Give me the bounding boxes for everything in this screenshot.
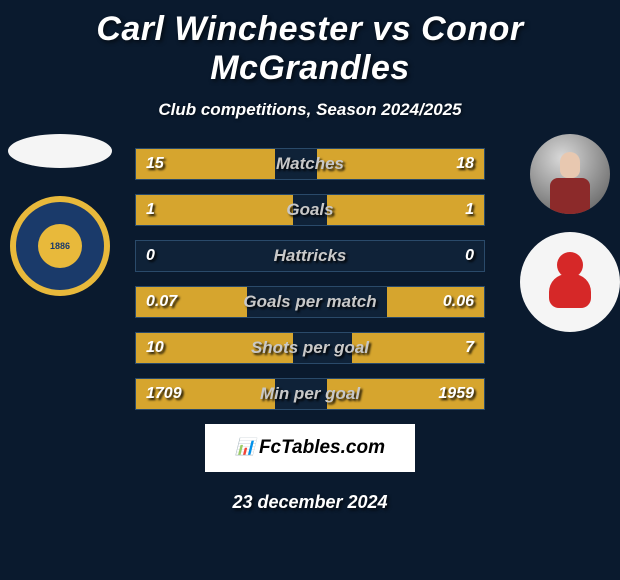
club-badge-right-imp-icon xyxy=(545,252,595,312)
stat-label: Shots per goal xyxy=(251,338,369,358)
page-title: Carl Winchester vs Conor McGrandles xyxy=(0,0,620,88)
stat-bar-right-fill xyxy=(327,195,484,225)
stats-bars: Matches 15 18 Goals 1 1 Hattricks 0 0 Goals per m… xyxy=(135,148,485,410)
player-left-column: 1886 xyxy=(8,134,112,296)
stat-row: Shots per goal 10 7 xyxy=(135,332,485,364)
branding-badge: 📊 FcTables.com xyxy=(205,424,415,472)
comparison-content: 1886 Matches 15 18 Goals 1 1 Hattricks 0 0 Goals … xyxy=(0,148,620,513)
stat-label: Matches xyxy=(276,154,344,174)
club-badge-left-inner: 1886 xyxy=(38,224,82,268)
player-right-column xyxy=(520,134,620,332)
stat-value-right: 18 xyxy=(456,155,474,173)
club-badge-right xyxy=(520,232,620,332)
subtitle: Club competitions, Season 2024/2025 xyxy=(0,100,620,120)
stat-value-left: 10 xyxy=(146,339,164,357)
stat-value-right: 1 xyxy=(465,201,474,219)
branding-text: FcTables.com xyxy=(259,437,385,459)
stat-value-left: 15 xyxy=(146,155,164,173)
chart-icon: 📊 xyxy=(235,437,255,457)
stat-value-right: 1959 xyxy=(438,385,474,403)
stat-row: Min per goal 1709 1959 xyxy=(135,378,485,410)
stat-row: Goals 1 1 xyxy=(135,194,485,226)
stat-value-left: 1 xyxy=(146,201,155,219)
stat-row: Goals per match 0.07 0.06 xyxy=(135,286,485,318)
stat-value-right: 7 xyxy=(465,339,474,357)
stat-value-left: 0.07 xyxy=(146,293,177,311)
stat-bar-left-fill xyxy=(136,195,293,225)
stat-label: Min per goal xyxy=(260,384,360,404)
stat-label: Goals xyxy=(286,200,333,220)
stat-value-left: 0 xyxy=(146,247,155,265)
stat-value-right: 0.06 xyxy=(443,293,474,311)
stat-label: Hattricks xyxy=(274,246,347,266)
stat-row: Hattricks 0 0 xyxy=(135,240,485,272)
stat-label: Goals per match xyxy=(243,292,376,312)
stat-value-right: 0 xyxy=(465,247,474,265)
date-label: 23 december 2024 xyxy=(0,492,620,513)
stat-value-left: 1709 xyxy=(146,385,182,403)
player-right-avatar xyxy=(530,134,610,214)
club-badge-left: 1886 xyxy=(10,196,110,296)
player-left-avatar xyxy=(8,134,112,168)
stat-row: Matches 15 18 xyxy=(135,148,485,180)
